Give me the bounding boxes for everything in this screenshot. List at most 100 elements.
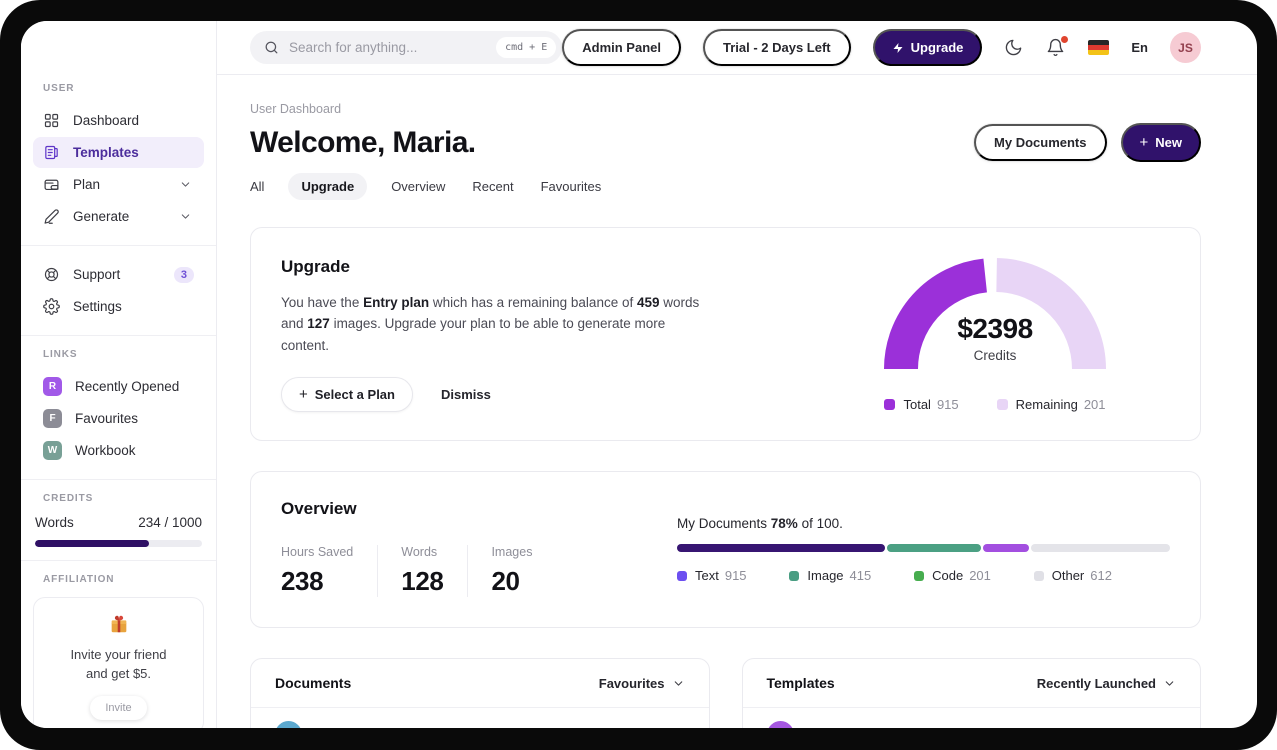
plus-icon: + xyxy=(1139,134,1149,151)
documents-filter-dropdown[interactable]: Favourites xyxy=(599,676,685,691)
progress-segment-other xyxy=(1030,544,1170,552)
gauge-legend: Total 915 Remaining 201 xyxy=(884,397,1106,412)
chevron-down-icon xyxy=(674,680,682,686)
link-badge-w: W xyxy=(43,441,62,460)
sidebar-item-label: Templates xyxy=(73,145,139,160)
template-name: Blog Post Title xyxy=(808,727,902,728)
sidebar-item-label: Generate xyxy=(73,209,130,224)
breadcrumb: User Dashboard xyxy=(250,102,342,116)
template-location: in Workbook xyxy=(1104,727,1176,728)
templates-card-title: Templates xyxy=(766,675,835,691)
legend-item-total: Total 915 xyxy=(884,397,959,412)
document-icon xyxy=(45,145,58,160)
upgrade-button[interactable]: Upgrade xyxy=(872,29,983,66)
documents-progress-bar xyxy=(677,544,1170,552)
gauge-center-value: $2398 xyxy=(957,313,1033,344)
templates-filter-dropdown[interactable]: Recently Launched xyxy=(1037,676,1176,691)
credits-gauge-chart: $2398 Credits xyxy=(880,257,1110,388)
support-badge: 3 xyxy=(173,266,194,283)
chevron-down-icon xyxy=(181,182,190,187)
sidebar-item-dashboard[interactable]: Dashboard xyxy=(33,105,204,136)
dark-mode-toggle[interactable] xyxy=(1004,38,1024,58)
search-placeholder: Search for anything... xyxy=(289,40,418,55)
sidebar-section-affiliation: AFFILIATION xyxy=(43,574,115,585)
tab-favourites[interactable]: Favourites xyxy=(540,179,602,194)
admin-panel-button[interactable]: Admin Panel xyxy=(562,29,681,66)
search-input[interactable]: Search for anything... cmd + E xyxy=(250,31,563,64)
document-name: Untitled Document xyxy=(316,727,436,728)
tab-overview[interactable]: Overview xyxy=(391,179,446,194)
tab-bar: All Upgrade Overview Recent Favourites xyxy=(250,173,1201,200)
stat-hours-saved: Hours Saved 238 xyxy=(281,545,354,596)
sidebar-section-links: LINKS xyxy=(43,349,78,360)
search-shortcut: cmd + E xyxy=(496,37,557,58)
gear-icon xyxy=(43,298,60,315)
lifebuoy-icon xyxy=(44,267,59,282)
sidebar-item-label: Plan xyxy=(73,177,101,192)
select-plan-button[interactable]: + Select a Plan xyxy=(281,376,413,412)
progress-segment-code xyxy=(983,544,1029,552)
wallet-icon xyxy=(44,179,59,191)
link-badge-r: R xyxy=(43,377,62,396)
chevron-down-icon xyxy=(1165,680,1174,686)
sidebar-item-generate[interactable]: Generate xyxy=(33,201,204,232)
legend-item-text: Text 915 xyxy=(677,568,747,583)
lightning-icon xyxy=(893,42,903,53)
legend-item-remaining: Remaining 201 xyxy=(996,397,1106,412)
tab-all[interactable]: All xyxy=(250,179,265,194)
stat-images: Images 20 xyxy=(467,545,556,597)
stats-row: Hours Saved 238 Words 128 Images 20 xyxy=(281,545,633,597)
progress-segment-text xyxy=(677,544,885,552)
words-progress-fill xyxy=(35,540,149,547)
search-icon xyxy=(265,41,278,54)
sidebar-item-plan[interactable]: Plan xyxy=(33,169,204,200)
legend-item-code: Code 201 xyxy=(914,568,991,583)
plus-icon: + xyxy=(299,385,308,403)
progress-segment-image xyxy=(886,544,982,552)
sidebar-section-user: USER xyxy=(43,83,75,94)
documents-card-title: Documents xyxy=(275,675,352,691)
sidebar-link-label: Workbook xyxy=(75,443,136,458)
legend-swatch xyxy=(1033,570,1044,581)
templates-card: Templates Recently Launched Blog Post Ti… xyxy=(741,658,1201,728)
tab-upgrade[interactable]: Upgrade xyxy=(288,173,368,200)
trial-badge[interactable]: Trial - 2 Days Left xyxy=(702,29,851,66)
legend-swatch xyxy=(789,570,800,581)
words-progress-bar xyxy=(35,540,202,547)
legend-swatch xyxy=(996,399,1008,410)
documents-progress-legend: Text 915 Image 415 Code 201 xyxy=(677,568,1112,583)
template-row[interactable]: Blog Post Title in Workbook xyxy=(743,708,1201,728)
documents-card: Documents Favourites Untitled Document i… xyxy=(250,658,710,728)
legend-swatch xyxy=(677,570,687,581)
dismiss-button[interactable]: Dismiss xyxy=(440,386,491,402)
document-location: in Workbook xyxy=(612,727,684,728)
document-row[interactable]: Untitled Document in Workbook xyxy=(251,708,709,728)
sidebar-item-support[interactable]: Support 3 xyxy=(33,259,204,290)
sidebar-link-workbook[interactable]: W Workbook xyxy=(33,435,204,466)
invite-button[interactable]: Invite xyxy=(90,695,147,720)
tab-recent[interactable]: Recent xyxy=(472,179,514,194)
affiliation-text-line2: and get $5. xyxy=(85,665,152,681)
german-flag-icon[interactable] xyxy=(1088,40,1110,55)
sidebar-link-label: Favourites xyxy=(75,411,139,426)
page-title: Welcome, Maria. xyxy=(250,125,476,159)
notifications-button[interactable] xyxy=(1046,35,1069,58)
sidebar-item-label: Support xyxy=(73,267,121,282)
sidebar-link-recently-opened[interactable]: R Recently Opened xyxy=(33,371,204,402)
sidebar-link-favourites[interactable]: F Favourites xyxy=(33,403,204,434)
credits-words-value: 234 / 1000 xyxy=(138,515,202,530)
language-selector[interactable]: En xyxy=(1131,40,1148,55)
new-button[interactable]: + New xyxy=(1120,123,1201,162)
notification-dot xyxy=(1061,35,1069,43)
sidebar-item-settings[interactable]: Settings xyxy=(33,291,204,322)
affiliation-card: Invite your friend and get $5. Invite xyxy=(33,597,204,728)
user-avatar[interactable]: JS xyxy=(1170,32,1201,63)
affiliation-text-line1: Invite your friend xyxy=(70,647,167,662)
gift-icon xyxy=(111,615,126,633)
sidebar-item-templates[interactable]: Templates xyxy=(33,137,204,168)
document-avatar xyxy=(275,721,302,728)
grid-icon xyxy=(44,113,59,128)
topbar: Search for anything... cmd + E Admin Pan… xyxy=(217,21,1257,75)
documents-progress-caption: My Documents 78% of 100. xyxy=(677,516,843,531)
my-documents-button[interactable]: My Documents xyxy=(974,124,1107,161)
